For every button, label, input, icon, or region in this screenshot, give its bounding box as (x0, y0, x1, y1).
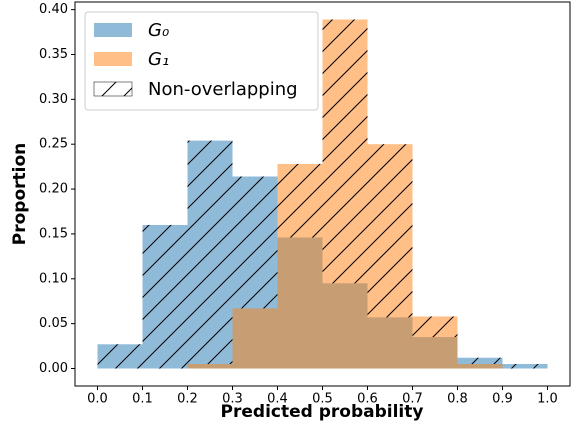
bar (457, 364, 503, 369)
x-tick-label: 0.6 (357, 392, 378, 407)
hatch-region (322, 19, 368, 284)
y-tick-label: 0.30 (39, 92, 68, 107)
y-tick-label: 0.20 (39, 182, 68, 197)
x-tick-label: 0.9 (492, 392, 513, 407)
y-tick-label: 0.40 (39, 2, 68, 17)
hatch-region (142, 224, 188, 369)
legend-label: G₁ (148, 49, 169, 70)
y-tick-label: 0.00 (39, 361, 68, 376)
hatch-region (367, 144, 413, 318)
x-tick-label: 0.7 (402, 392, 423, 407)
x-tick-label: 0.0 (87, 392, 108, 407)
y-axis-label: Proportion (10, 143, 30, 246)
legend-label: Non-overlapping (148, 79, 298, 100)
legend-swatch (94, 52, 132, 66)
y-tick-label: 0.15 (39, 226, 68, 241)
hatch-region (502, 364, 548, 369)
x-tick-label: 0.2 (177, 392, 198, 407)
x-tick-label: 0.4 (267, 392, 288, 407)
y-tick-label: 0.25 (39, 137, 68, 152)
legend-swatch (93, 81, 133, 97)
x-tick-label: 0.1 (132, 392, 153, 407)
x-tick-label: 0.5 (312, 392, 333, 407)
hatch-region (232, 176, 278, 309)
legend-box (84, 11, 319, 111)
y-tick-label: 0.35 (39, 47, 68, 62)
x-axis-label: Predicted probability (221, 402, 424, 422)
y-tick-label: 0.10 (39, 271, 68, 286)
bar (232, 308, 278, 369)
y-tick-label: 0.05 (39, 316, 68, 331)
legend-label: G₀ (148, 20, 169, 41)
x-tick-label: 1.0 (537, 392, 558, 407)
x-tick-label: 0.3 (222, 392, 243, 407)
x-tick-label: 0.8 (447, 392, 468, 407)
hatch-region (187, 140, 233, 365)
legend-swatch (94, 23, 132, 37)
bar (187, 364, 233, 369)
hatch-region (457, 357, 503, 365)
legend: G₀ G₁ Non-overlapping (84, 11, 319, 111)
hatch-region (97, 344, 143, 369)
hatch-region (277, 163, 323, 238)
hatch-region (412, 316, 458, 338)
